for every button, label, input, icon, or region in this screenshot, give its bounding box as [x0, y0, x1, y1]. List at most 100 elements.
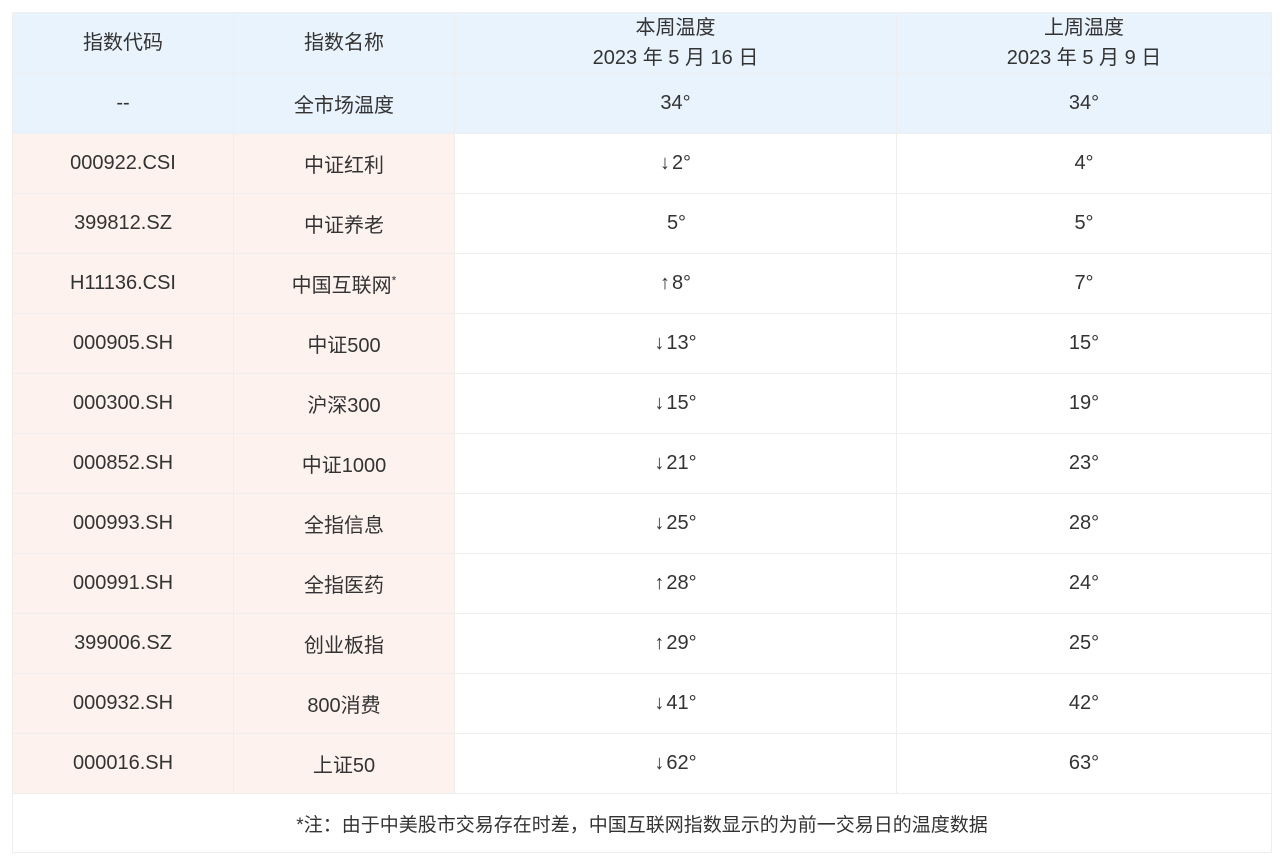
table-row: 000922.CSI 中证红利 ↓ 2° 4°: [12, 133, 1272, 194]
index-name: 中证1000: [233, 433, 455, 494]
index-name-text: 中证1000: [301, 455, 387, 477]
table-row: 399006.SZ 创业板指 ↑ 29° 25°: [12, 613, 1272, 674]
market-last-week: 34°: [896, 73, 1272, 134]
table-row: 000993.SH 全指信息 ↓ 25° 28°: [12, 493, 1272, 554]
index-name-text: 800消费: [307, 695, 381, 717]
this-week-value: 8°: [671, 272, 692, 294]
index-code: 000932.SH: [12, 673, 234, 734]
table-row: 000991.SH 全指医药 ↑ 28° 24°: [12, 553, 1272, 614]
footnote-row: *注：由于中美股市交易存在时差，中国互联网指数显示的为前一交易日的温度数据: [12, 793, 1272, 853]
this-week-value: 2°: [671, 152, 692, 174]
index-code: 000993.SH: [12, 493, 234, 554]
this-week-value: 5°: [666, 212, 687, 234]
market-name: 全市场温度: [233, 73, 455, 134]
this-week-value: 28°: [666, 572, 697, 594]
last-week-temp: 25°: [896, 613, 1272, 674]
table-row: 000016.SH 上证50 ↓ 62° 63°: [12, 733, 1272, 794]
index-name: 全指信息: [233, 493, 455, 554]
this-week-value: 13°: [666, 332, 697, 354]
index-name-text: 创业板指: [304, 635, 384, 657]
table-row: 000905.SH 中证500 ↓ 13° 15°: [12, 313, 1272, 374]
this-week-temp: ↓ 13°: [454, 313, 897, 374]
table-row: 399812.SZ 中证养老 5° 5°: [12, 193, 1272, 254]
market-row: -- 全市场温度 34° 34°: [12, 73, 1272, 134]
index-name-text: 沪深300: [307, 395, 381, 417]
this-week-temp: ↑ 28°: [454, 553, 897, 614]
index-name: 800消费: [233, 673, 455, 734]
index-name-text: 中国互联网: [291, 275, 392, 297]
table-row: 000932.SH 800消费 ↓ 41° 42°: [12, 673, 1272, 734]
index-code: 000991.SH: [12, 553, 234, 614]
index-name: 中证养老: [233, 193, 455, 254]
index-code: 000016.SH: [12, 733, 234, 794]
table-row: H11136.CSI 中国互联网* ↑ 8° 7°: [12, 253, 1272, 314]
header-row: 指数代码 指数名称 本周温度 2023 年 5 月 16 日 上周温度 2023 年…: [12, 12, 1272, 74]
this-week-temp: ↓ 21°: [454, 433, 897, 494]
index-name-text: 中证500: [307, 335, 381, 357]
this-week-temp: 5°: [454, 193, 897, 254]
this-week-temp: ↓ 62°: [454, 733, 897, 794]
this-week-value: 21°: [666, 452, 697, 474]
index-name: 创业板指: [233, 613, 455, 674]
last-week-temp: 42°: [896, 673, 1272, 734]
last-week-temp: 23°: [896, 433, 1272, 494]
last-week-temp: 15°: [896, 313, 1272, 374]
trend-arrow-icon: ↓: [654, 692, 665, 714]
index-name: 全指医药: [233, 553, 455, 614]
index-name-text: 中证红利: [304, 155, 384, 177]
trend-arrow-icon: ↓: [654, 392, 665, 414]
last-week-temp: 7°: [896, 253, 1272, 314]
this-week-value: 41°: [666, 692, 697, 714]
this-week-temp: ↓ 25°: [454, 493, 897, 554]
header-last-week-date: 2023 年 5 月 9 日: [1006, 47, 1162, 69]
last-week-temp: 28°: [896, 493, 1272, 554]
last-week-temp: 63°: [896, 733, 1272, 794]
table-row: 000300.SH 沪深300 ↓ 15° 19°: [12, 373, 1272, 434]
last-week-temp: 5°: [896, 193, 1272, 254]
trend-arrow-icon: ↓: [659, 152, 670, 174]
trend-arrow-icon: ↓: [654, 752, 665, 774]
trend-arrow-icon: ↑: [654, 572, 665, 594]
header-this-week-label: 本周温度: [635, 17, 716, 39]
index-code: 399006.SZ: [12, 613, 234, 674]
index-code: 000905.SH: [12, 313, 234, 374]
header-this-week: 本周温度 2023 年 5 月 16 日: [454, 12, 897, 74]
this-week-temp: ↑ 29°: [454, 613, 897, 674]
footnote-mark: *: [391, 273, 397, 288]
this-week-temp: ↑ 8°: [454, 253, 897, 314]
index-temperature-table: 指数代码 指数名称 本周温度 2023 年 5 月 16 日 上周温度 2023 年…: [12, 12, 1272, 853]
this-week-temp: ↓ 15°: [454, 373, 897, 434]
index-name: 中证红利: [233, 133, 455, 194]
header-this-week-date: 2023 年 5 月 16 日: [592, 47, 759, 69]
index-name-text: 中证养老: [304, 215, 384, 237]
this-week-value: 29°: [666, 632, 697, 654]
header-last-week-label: 上周温度: [1044, 17, 1124, 39]
index-name-text: 上证50: [312, 755, 376, 777]
this-week-temp: ↓ 41°: [454, 673, 897, 734]
footnote: *注：由于中美股市交易存在时差，中国互联网指数显示的为前一交易日的温度数据: [12, 793, 1272, 853]
index-code: 000852.SH: [12, 433, 234, 494]
this-week-value: 25°: [666, 512, 697, 534]
index-code: 000922.CSI: [12, 133, 234, 194]
trend-arrow-icon: ↓: [654, 512, 665, 534]
trend-arrow-icon: ↑: [654, 632, 665, 654]
index-code: H11136.CSI: [12, 253, 234, 314]
index-name: 中证500: [233, 313, 455, 374]
market-this-week: 34°: [454, 73, 897, 134]
this-week-temp: ↓ 2°: [454, 133, 897, 194]
trend-arrow-icon: ↓: [654, 452, 665, 474]
index-name-text: 全指信息: [304, 515, 384, 537]
trend-arrow-icon: ↓: [654, 332, 665, 354]
index-name-text: 全指医药: [304, 575, 384, 597]
table-row: 000852.SH 中证1000 ↓ 21° 23°: [12, 433, 1272, 494]
header-code: 指数代码: [12, 12, 234, 74]
last-week-temp: 24°: [896, 553, 1272, 614]
index-name: 中国互联网*: [233, 253, 455, 314]
header-last-week: 上周温度 2023 年 5 月 9 日: [896, 12, 1272, 74]
index-code: 000300.SH: [12, 373, 234, 434]
index-name: 上证50: [233, 733, 455, 794]
header-name: 指数名称: [233, 12, 455, 74]
this-week-value: 62°: [666, 752, 697, 774]
trend-arrow-icon: ↑: [659, 272, 670, 294]
index-code: 399812.SZ: [12, 193, 234, 254]
